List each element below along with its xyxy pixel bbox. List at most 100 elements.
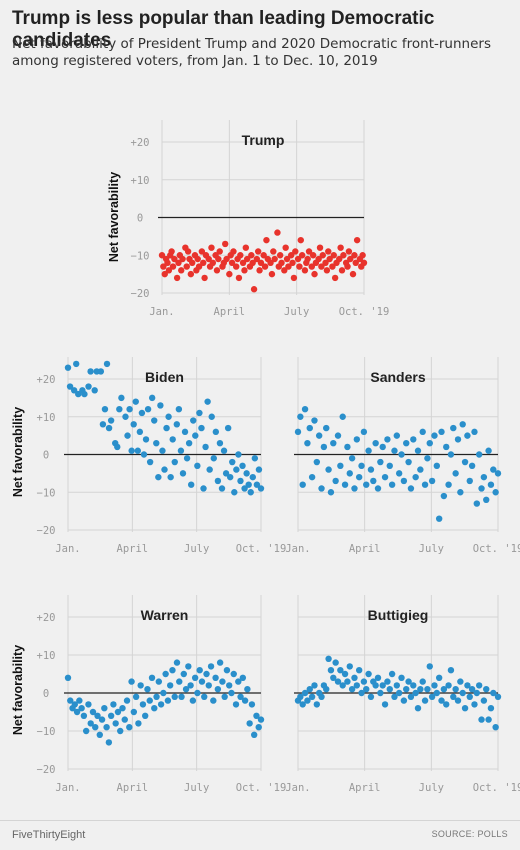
trump-point: [304, 255, 311, 263]
buttigieg-point: [475, 682, 483, 689]
biden-point: [155, 473, 162, 481]
trump-point: [189, 259, 196, 266]
warren-point: [216, 659, 224, 666]
warren-point: [153, 693, 160, 700]
buttigieg-point: [435, 674, 443, 681]
trump-point: [256, 267, 263, 274]
trump-point: [261, 263, 269, 270]
biden-point: [130, 421, 137, 428]
buttigieg-point: [412, 689, 419, 697]
trump-point: [311, 270, 318, 278]
trump-point: [208, 244, 215, 251]
biden-y-tick: 0: [43, 450, 49, 462]
biden-point: [132, 398, 139, 405]
sanders-point: [395, 470, 403, 477]
trump-point: [243, 255, 251, 263]
buttigieg-point: [311, 682, 318, 689]
biden-point: [114, 443, 121, 451]
warren-point: [67, 697, 74, 704]
buttigieg-point: [360, 678, 368, 685]
trump-point: [235, 274, 243, 282]
biden-point: [192, 432, 199, 439]
warren-y-tick: 0: [43, 688, 49, 700]
buttigieg-point: [407, 693, 415, 700]
warren-point: [162, 670, 169, 678]
biden-point: [161, 466, 168, 473]
sanders-point: [391, 447, 398, 454]
trump-point: [281, 267, 288, 274]
biden-point: [196, 409, 203, 417]
warren-point: [164, 697, 172, 704]
sanders-point: [355, 473, 363, 481]
biden-point: [70, 387, 78, 394]
trump-panel-title: Trump: [242, 132, 285, 148]
warren-point: [151, 705, 158, 712]
buttigieg-point: [337, 667, 344, 674]
biden-y-tick: −20: [37, 525, 56, 537]
biden-point: [142, 436, 150, 443]
biden-point: [253, 481, 261, 488]
buttigieg-point: [426, 663, 433, 670]
warren-x-tick: July: [184, 782, 209, 794]
biden-point: [198, 424, 205, 432]
buttigieg-point: [363, 686, 370, 693]
sanders-point: [337, 462, 344, 470]
warren-point: [219, 678, 226, 685]
trump-point: [344, 263, 351, 270]
sanders-point: [435, 515, 443, 522]
warren-y-tick: +10: [37, 650, 56, 662]
sanders-point: [405, 458, 412, 466]
biden-point: [204, 398, 211, 405]
warren-point: [257, 716, 265, 723]
trump-point: [326, 255, 333, 263]
trump-point: [164, 259, 171, 266]
sanders-point: [294, 428, 302, 436]
buttigieg-point: [395, 689, 403, 697]
trump-point: [309, 252, 317, 259]
sanders-point: [480, 473, 488, 481]
buttigieg-point: [443, 701, 450, 708]
buttigieg-point: [428, 693, 436, 700]
footer-source: SOURCE: POLLS: [431, 829, 508, 839]
buttigieg-point: [306, 686, 313, 693]
trump-y-tick: −10: [131, 250, 150, 262]
trump-point: [165, 267, 173, 274]
buttigieg-point: [433, 689, 441, 697]
sanders-point: [468, 462, 476, 470]
biden-point: [218, 485, 226, 492]
buttigieg-point: [419, 678, 426, 685]
warren-point: [157, 701, 165, 708]
sanders-point: [450, 424, 457, 432]
buttigieg-point: [431, 682, 438, 689]
trump-point: [216, 248, 223, 255]
warren-point: [228, 689, 235, 697]
trump-y-tick: −20: [131, 288, 150, 300]
trump-point: [168, 248, 175, 255]
sanders-point: [323, 424, 330, 432]
trump-y-tick: +20: [131, 137, 150, 149]
biden-point: [235, 451, 242, 458]
trump-point: [183, 263, 190, 270]
biden-point: [146, 458, 154, 466]
buttigieg-x-tick: Jan.: [285, 782, 310, 794]
biden-y-tick: −10: [37, 487, 56, 499]
warren-point: [210, 697, 217, 704]
trump-point: [223, 255, 230, 263]
warren-point: [205, 682, 212, 689]
trump-y-tick: 0: [137, 213, 143, 225]
trump-x-tick: July: [284, 306, 309, 318]
biden-point: [107, 417, 115, 424]
biden-point: [200, 485, 207, 492]
warren-point: [235, 678, 242, 685]
warren-point: [241, 697, 249, 704]
biden-point: [212, 428, 220, 436]
trump-point: [353, 236, 361, 244]
sanders-point: [363, 481, 370, 488]
buttigieg-point: [374, 674, 382, 681]
trump-point: [319, 252, 326, 259]
sanders-point: [374, 485, 382, 492]
trump-point: [323, 267, 331, 274]
buttigieg-point: [466, 693, 473, 700]
buttigieg-point: [494, 693, 502, 700]
warren-point: [92, 724, 99, 731]
